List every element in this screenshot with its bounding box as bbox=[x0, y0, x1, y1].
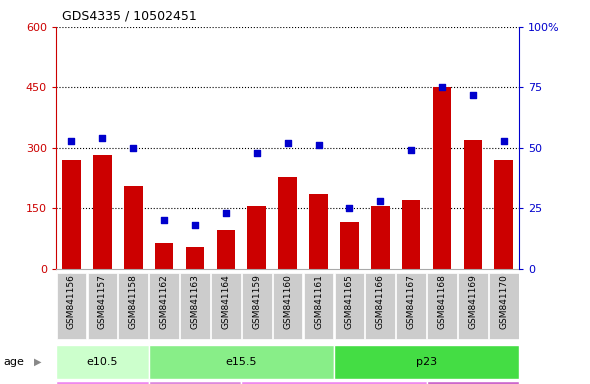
Bar bbox=[458, 273, 488, 339]
Text: GDS4335 / 10502451: GDS4335 / 10502451 bbox=[62, 10, 196, 23]
Bar bbox=[124, 186, 143, 269]
Bar bbox=[427, 273, 457, 339]
Text: GSM841165: GSM841165 bbox=[345, 274, 354, 329]
Point bbox=[97, 135, 107, 141]
Text: GSM841169: GSM841169 bbox=[468, 274, 477, 329]
Bar bbox=[365, 273, 395, 339]
Text: GSM841157: GSM841157 bbox=[98, 274, 107, 329]
Bar bbox=[87, 273, 117, 339]
Bar bbox=[186, 247, 204, 269]
Point bbox=[190, 222, 199, 228]
Bar bbox=[396, 273, 426, 339]
Point bbox=[499, 137, 509, 144]
Point bbox=[252, 150, 261, 156]
Text: e10.5: e10.5 bbox=[87, 357, 118, 367]
Text: GSM841164: GSM841164 bbox=[221, 275, 230, 329]
Bar bbox=[273, 273, 303, 339]
Bar bbox=[335, 273, 364, 339]
Bar bbox=[278, 177, 297, 269]
Bar bbox=[149, 273, 179, 339]
Point bbox=[407, 147, 416, 153]
Bar bbox=[93, 155, 112, 269]
Text: e15.5: e15.5 bbox=[225, 357, 257, 367]
Bar bbox=[371, 206, 389, 269]
Bar bbox=[149, 345, 334, 379]
Bar bbox=[62, 160, 81, 269]
Bar bbox=[57, 273, 86, 339]
Text: GSM841170: GSM841170 bbox=[499, 274, 508, 329]
Bar bbox=[217, 230, 235, 269]
Text: GSM841159: GSM841159 bbox=[253, 274, 261, 329]
Bar bbox=[402, 200, 421, 269]
Text: GSM841161: GSM841161 bbox=[314, 274, 323, 329]
Point bbox=[468, 91, 478, 98]
Text: GSM841168: GSM841168 bbox=[438, 274, 447, 329]
Text: age: age bbox=[3, 357, 24, 367]
Text: p23: p23 bbox=[416, 357, 437, 367]
Text: GSM841158: GSM841158 bbox=[129, 274, 137, 329]
Bar bbox=[494, 160, 513, 269]
Bar bbox=[247, 206, 266, 269]
Bar bbox=[155, 243, 173, 269]
Bar bbox=[304, 273, 333, 339]
Point bbox=[376, 198, 385, 204]
Bar bbox=[56, 345, 149, 379]
Text: GSM841156: GSM841156 bbox=[67, 274, 76, 329]
Bar bbox=[241, 381, 427, 384]
Bar bbox=[464, 140, 482, 269]
Bar bbox=[149, 381, 241, 384]
Point bbox=[283, 140, 293, 146]
Bar bbox=[309, 194, 328, 269]
Bar bbox=[180, 273, 210, 339]
Text: GSM841163: GSM841163 bbox=[191, 274, 199, 329]
Text: ▶: ▶ bbox=[34, 357, 42, 367]
Bar bbox=[334, 345, 519, 379]
Point bbox=[221, 210, 231, 216]
Point bbox=[129, 145, 138, 151]
Text: GSM841167: GSM841167 bbox=[407, 274, 415, 329]
Bar bbox=[56, 381, 149, 384]
Point bbox=[345, 205, 354, 212]
Bar bbox=[211, 273, 241, 339]
Point bbox=[437, 84, 447, 91]
Text: GSM841166: GSM841166 bbox=[376, 274, 385, 329]
Point bbox=[159, 217, 169, 223]
Bar bbox=[340, 222, 359, 269]
Point bbox=[314, 142, 323, 149]
Bar bbox=[489, 273, 519, 339]
Point bbox=[67, 137, 76, 144]
Text: GSM841160: GSM841160 bbox=[283, 274, 292, 329]
Bar bbox=[242, 273, 271, 339]
Bar bbox=[432, 88, 451, 269]
Bar bbox=[119, 273, 148, 339]
Text: GSM841162: GSM841162 bbox=[160, 275, 169, 329]
Bar bbox=[427, 381, 519, 384]
